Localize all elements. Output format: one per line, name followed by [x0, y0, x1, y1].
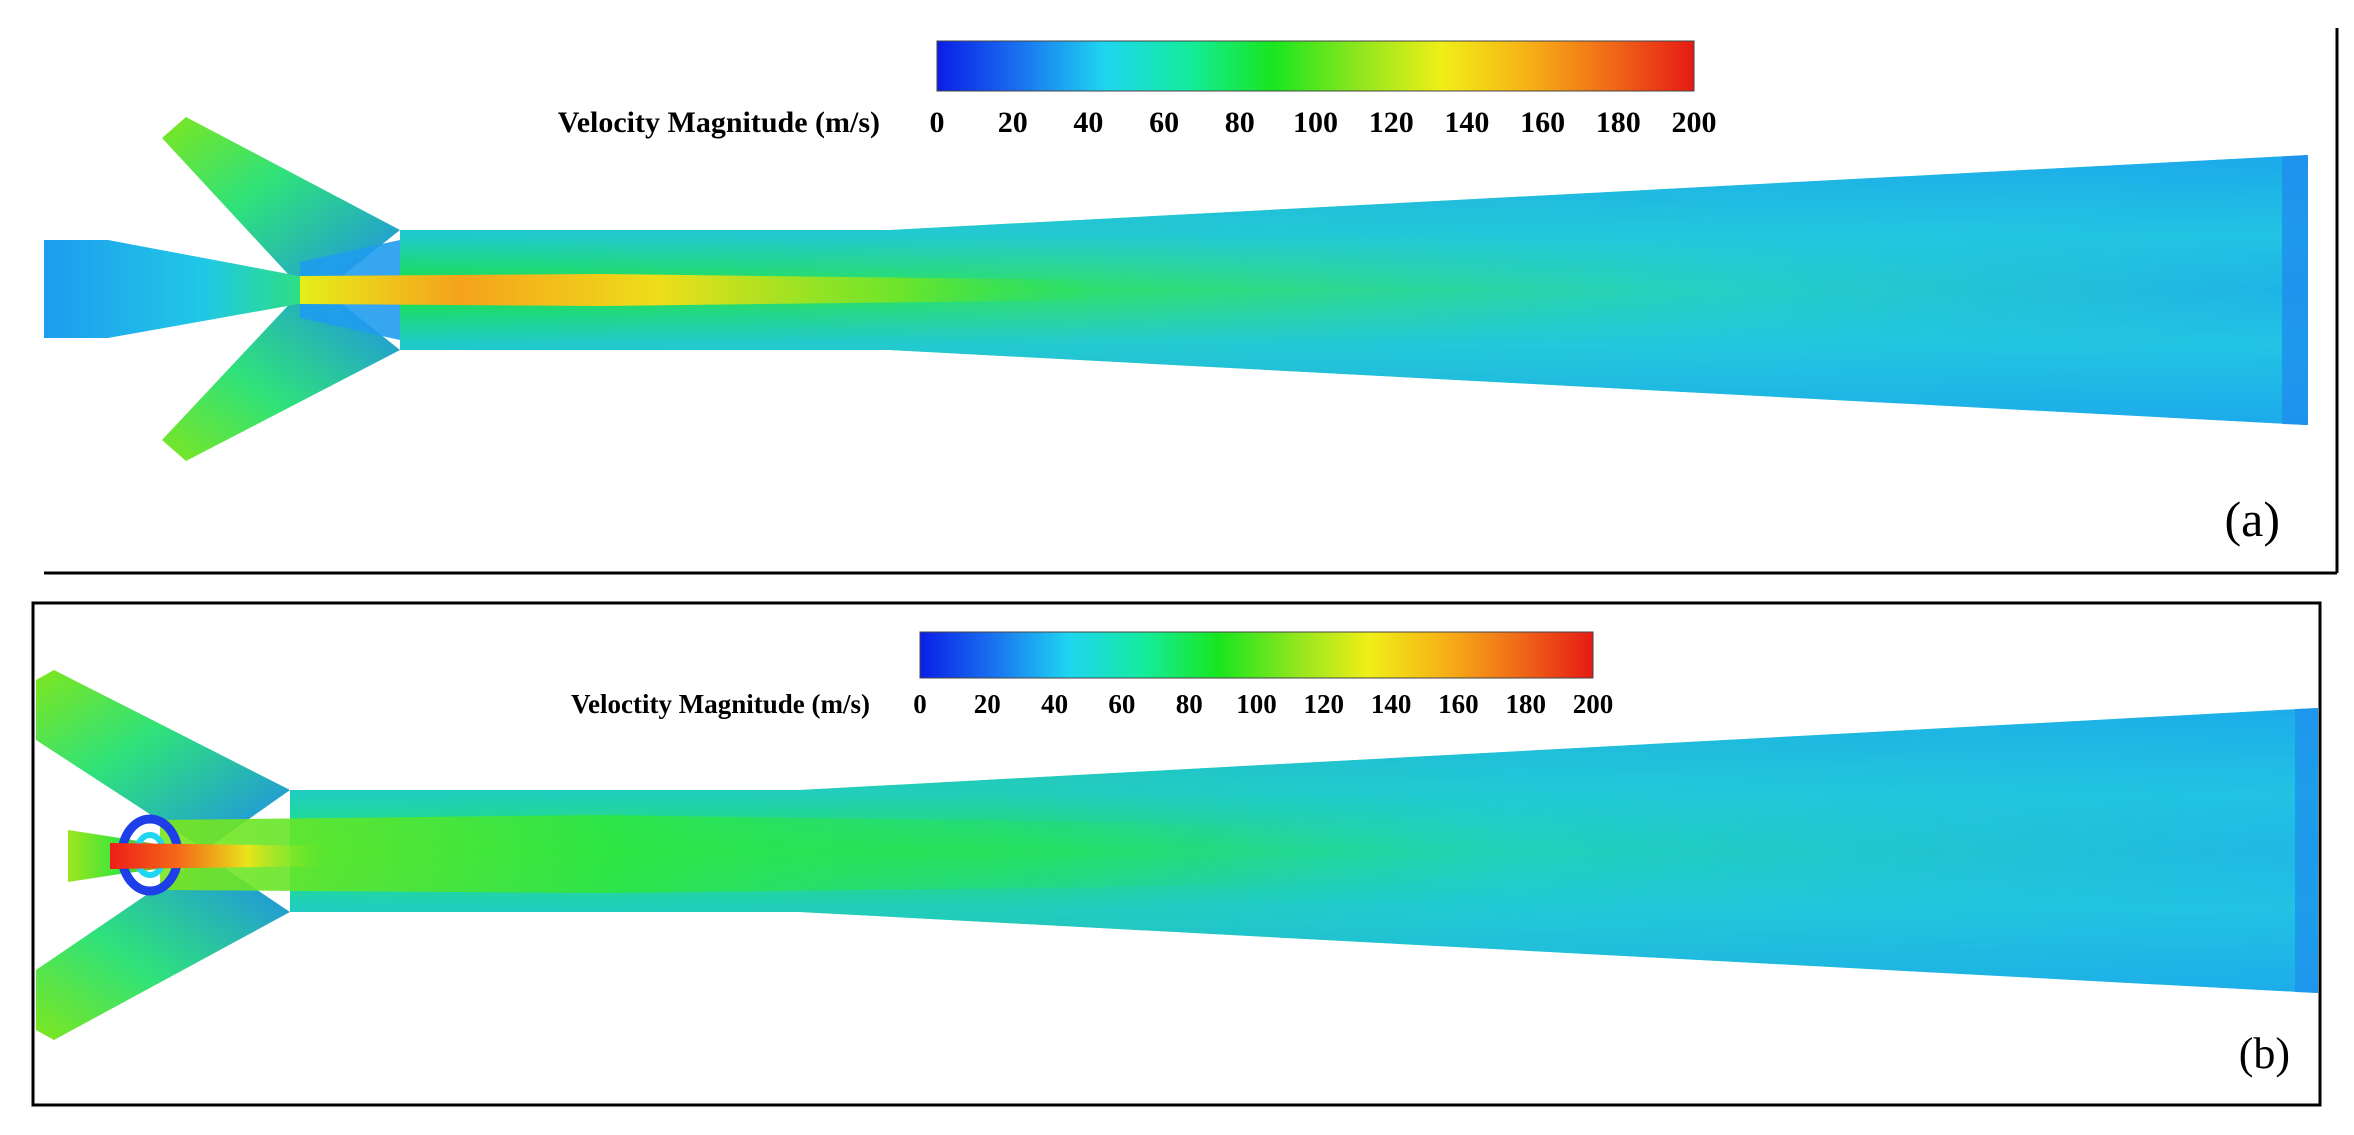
panel-b-colorbar-ticks: 0 20 40 60 80 100 120 140 160 180 200 [913, 689, 1613, 719]
panel-a-jet-core [300, 274, 1100, 306]
panel-b-lower-inlet-arm [36, 855, 290, 1040]
panel-b-flow-domain [36, 670, 2318, 1040]
panel-b-frame [31, 601, 2322, 1107]
colorbar-tick-label: 80 [1225, 106, 1255, 139]
panel-b-jet-core [110, 843, 340, 869]
panel-b-core-flow [160, 815, 1300, 893]
panel-a-colorbar-title: Velocity Magnitude (m/s) [558, 106, 880, 139]
panel-a-colorbar-ticks: 0 20 40 60 80 100 120 140 160 180 200 [930, 106, 1717, 139]
colorbar-tick-label: 160 [1520, 106, 1565, 139]
panel-a-flow-domain [44, 117, 2308, 461]
colorbar-tick-label: 200 [1672, 106, 1717, 139]
colorbar-tick-label: 60 [1108, 689, 1135, 719]
panel-b: Veloctity Magnitude (m/s) 0 20 40 60 80 100 12… [31, 601, 2322, 1107]
colorbar-tick-label: 120 [1369, 106, 1414, 139]
panel-b-colorbar-title: Veloctity Magnitude (m/s) [571, 689, 870, 719]
panel-b-colorbar: Veloctity Magnitude (m/s) 0 20 40 60 80 100 12… [571, 631, 1613, 719]
colorbar-tick-label: 120 [1304, 689, 1345, 719]
colorbar-tick-label: 40 [1041, 689, 1068, 719]
colorbar-tick-label: 0 [913, 689, 927, 719]
panel-a-colorbar: Velocity Magnitude (m/s) 0 20 40 60 80 100 120… [558, 40, 1717, 139]
colorbar-tick-label: 40 [1073, 106, 1103, 139]
panel-a-central-inlet [44, 240, 310, 338]
panel-b-colorbar-strip [919, 631, 1594, 679]
colorbar-tick-label: 20 [998, 106, 1028, 139]
panel-b-wall-layer [290, 708, 2318, 993]
colorbar-tick-label: 160 [1438, 689, 1479, 719]
colorbar-tick-label: 200 [1573, 689, 1614, 719]
colorbar-tick-label: 180 [1505, 689, 1546, 719]
panel-b-outlet-edge [2295, 708, 2318, 993]
panel-a: Velocity Magnitude (m/s) 0 20 40 60 80 100 120… [44, 28, 2339, 575]
panel-b-upper-inlet-arm [36, 670, 290, 850]
colorbar-tick-label: 100 [1236, 689, 1277, 719]
colorbar-tick-label: 80 [1176, 689, 1203, 719]
panel-a-outlet-edge [2282, 155, 2308, 425]
panel-a-tag: (a) [2225, 491, 2281, 547]
panel-a-wall-layer [400, 155, 2308, 425]
colorbar-tick-label: 140 [1371, 689, 1412, 719]
colorbar-tick-label: 140 [1444, 106, 1489, 139]
panel-b-tag: (b) [2239, 1029, 2290, 1078]
colorbar-tick-label: 20 [974, 689, 1001, 719]
colorbar-tick-label: 100 [1293, 106, 1338, 139]
colorbar-tick-label: 60 [1149, 106, 1179, 139]
panel-a-colorbar-strip [936, 40, 1695, 92]
colorbar-tick-label: 180 [1596, 106, 1641, 139]
colorbar-tick-label: 0 [930, 106, 945, 139]
